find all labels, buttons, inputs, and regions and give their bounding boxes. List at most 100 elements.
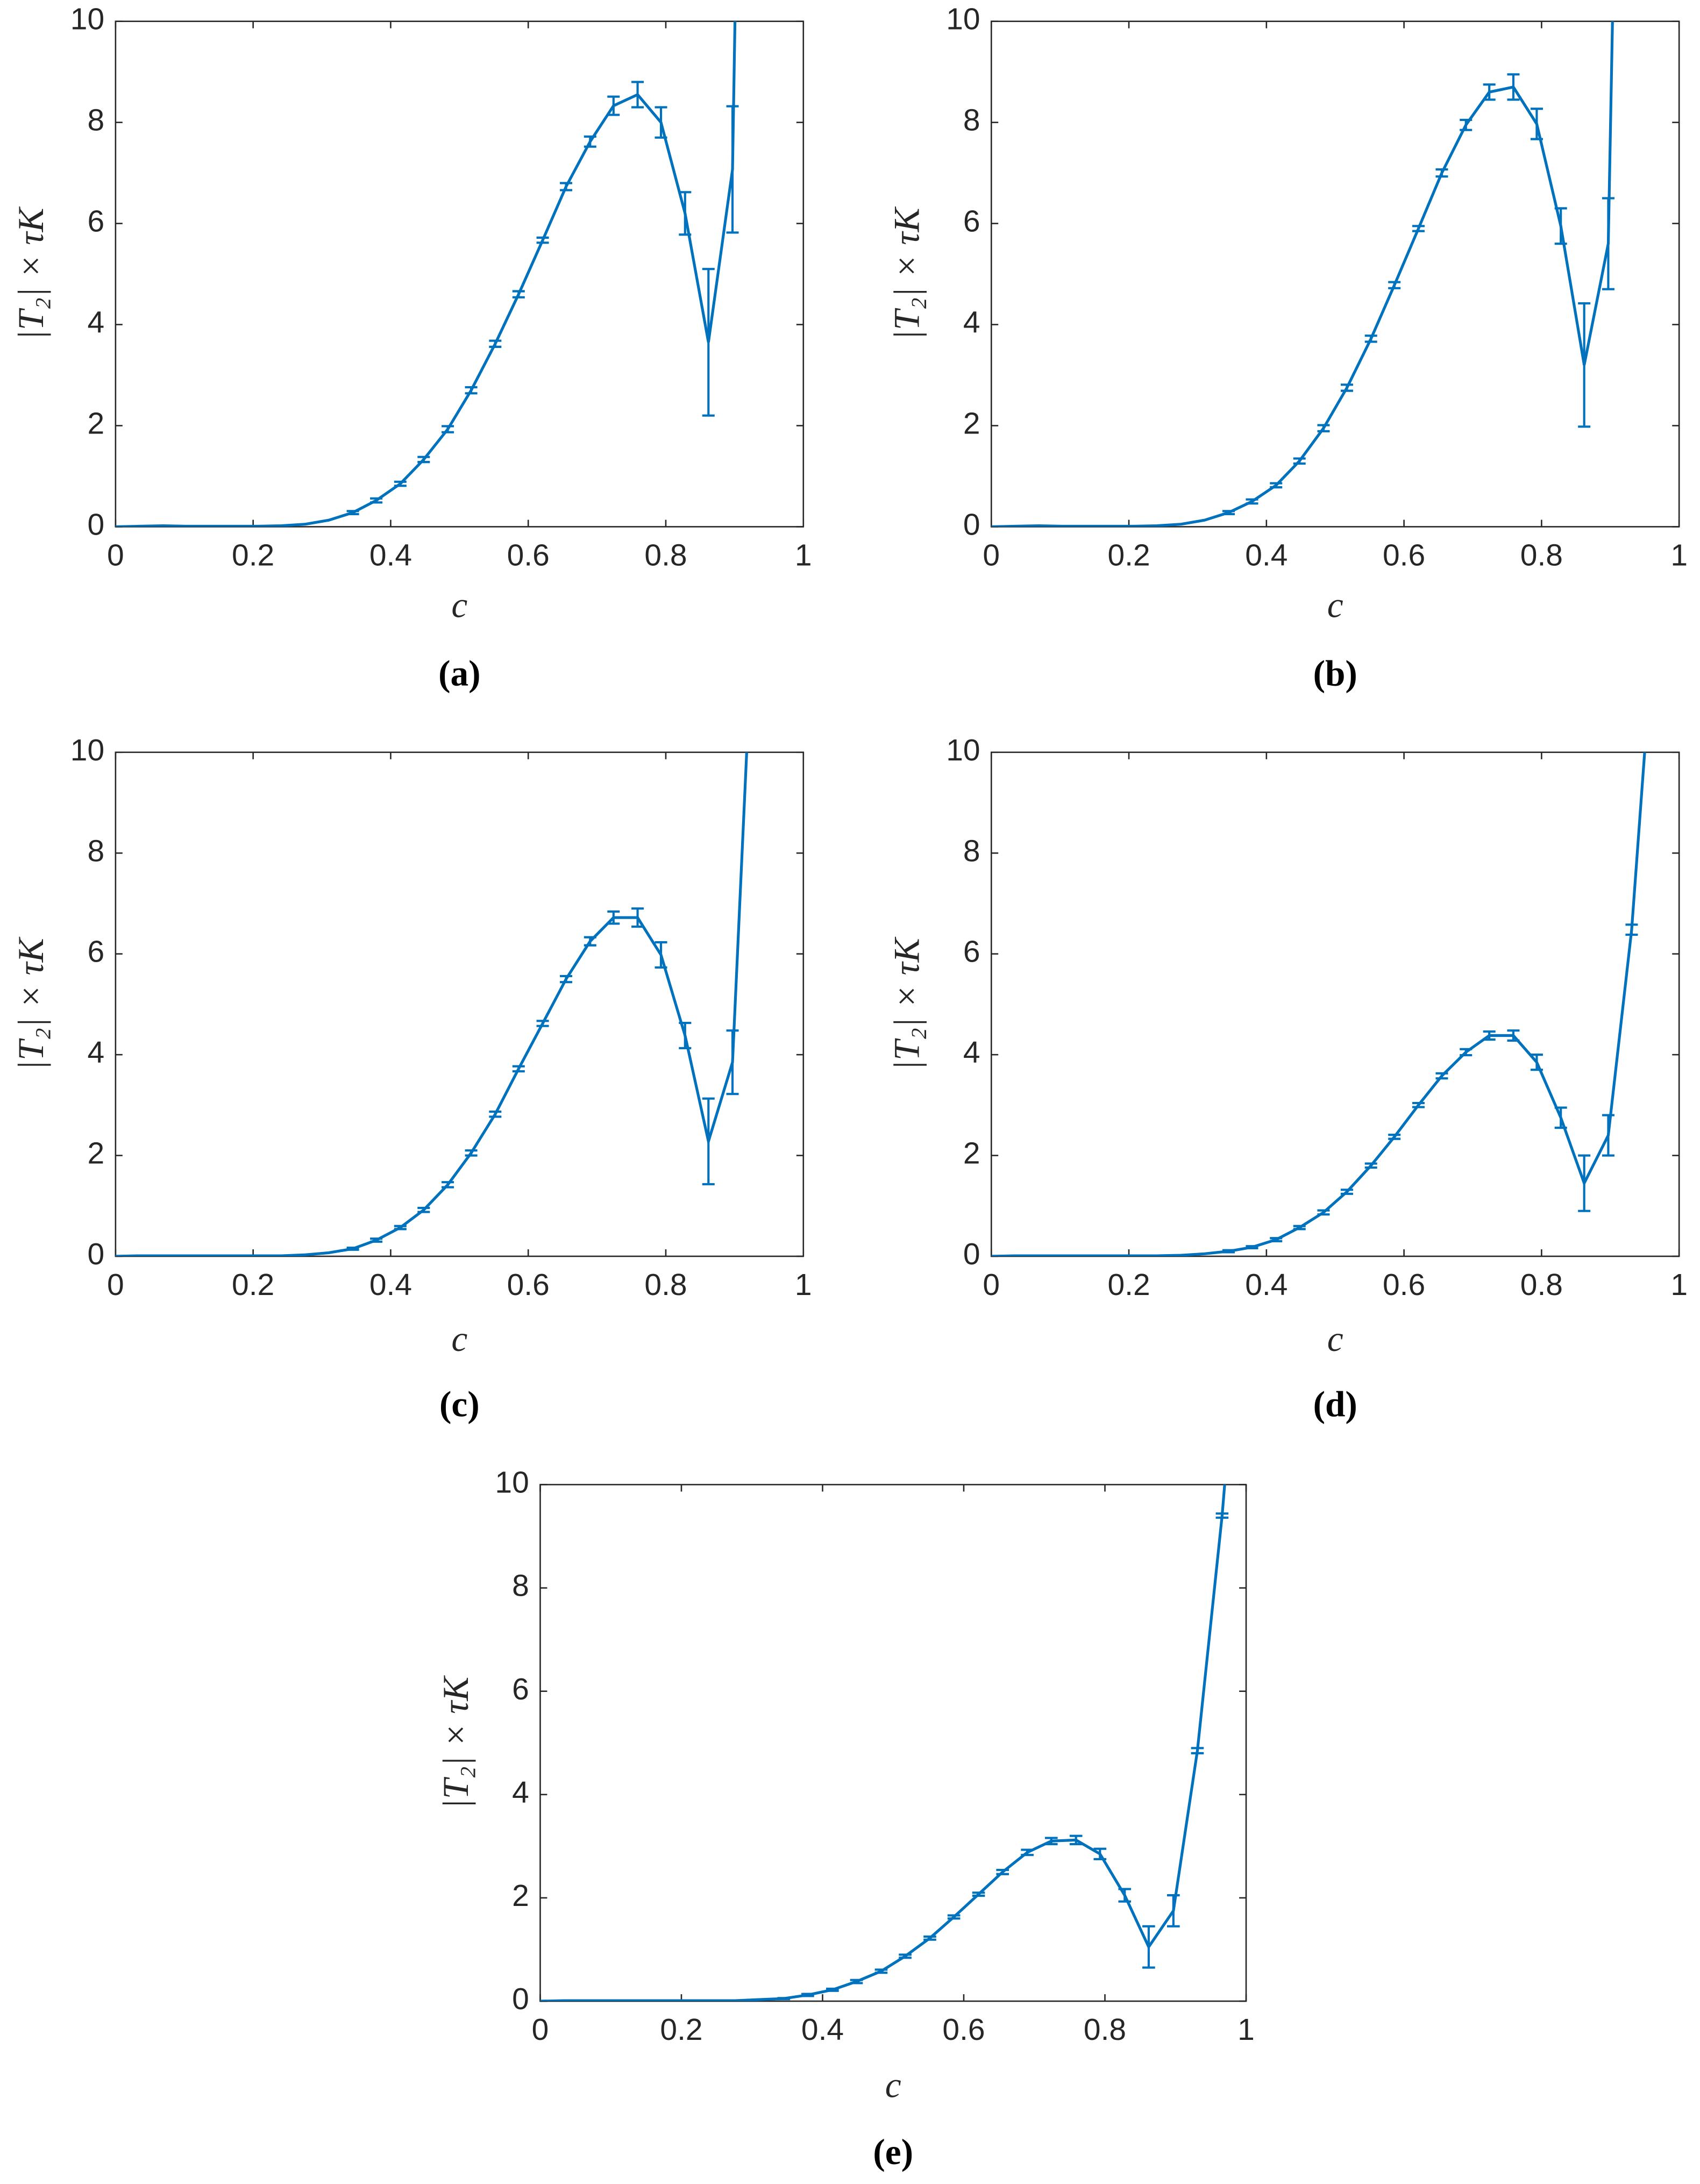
error-bar	[560, 182, 573, 191]
error-bar	[655, 941, 667, 969]
plot-content	[991, 752, 1646, 1256]
error-bar	[584, 135, 596, 148]
error-bar	[442, 425, 454, 433]
x-tick-label: 0	[983, 538, 1000, 572]
error-bar	[702, 268, 715, 417]
error-bar	[584, 936, 596, 947]
error-bar	[1578, 1154, 1591, 1212]
error-bar	[1167, 1894, 1180, 1927]
error-bar	[394, 480, 407, 487]
plot-area	[540, 1484, 1247, 2002]
error-bar	[679, 1022, 692, 1050]
y-tick-label: 0	[963, 507, 980, 542]
y-tick-label: 2	[512, 1879, 529, 1913]
error-bar	[1222, 510, 1235, 515]
x-tick-label: 0.6	[1383, 1268, 1425, 1302]
y-tick-label: 2	[963, 1136, 980, 1171]
error-bar	[512, 1065, 525, 1073]
y-tick-label: 2	[87, 407, 104, 441]
error-bar	[1142, 1925, 1155, 1969]
axes-box	[990, 751, 1680, 1257]
error-bar	[489, 339, 502, 348]
x-axis-label: c	[885, 2065, 901, 2105]
error-bar	[1317, 424, 1330, 432]
y-tick-label: 6	[512, 1672, 529, 1706]
x-tick-label: 0.4	[1245, 538, 1288, 572]
plot-area	[115, 752, 803, 1256]
error-bar	[826, 1987, 839, 1992]
error-bar	[1554, 1106, 1567, 1129]
error-bar	[536, 1020, 549, 1027]
x-tick-label: 0.6	[942, 2012, 985, 2047]
data-line	[991, 21, 1614, 527]
y-tick-label: 10	[495, 1466, 529, 1500]
axes-box	[115, 751, 805, 1257]
x-tick-label: 0.2	[232, 538, 274, 572]
x-tick-label: 0.2	[232, 1268, 274, 1302]
error-bar	[1293, 457, 1306, 465]
error-bar	[370, 497, 383, 504]
y-tick-label: 2	[87, 1136, 104, 1171]
x-tick-label: 0.4	[1245, 1268, 1288, 1302]
error-bar	[1435, 1072, 1448, 1080]
plot-content	[115, 21, 739, 527]
y-tick-label: 10	[946, 2, 980, 37]
x-tick-label: 0.4	[369, 538, 412, 572]
error-bar	[1270, 1237, 1283, 1242]
x-tick-label: 0	[107, 1268, 124, 1302]
plot-content	[991, 21, 1614, 527]
y-tick-label: 10	[70, 733, 104, 767]
error-bar	[1483, 83, 1496, 101]
x-tick-label: 0.6	[1383, 538, 1425, 572]
error-bar	[1364, 1162, 1377, 1169]
error-bar	[850, 1979, 863, 1984]
error-bar	[1044, 1837, 1058, 1846]
y-tick-label: 8	[87, 834, 104, 868]
error-bar	[874, 1968, 888, 1974]
error-bar	[1602, 1114, 1614, 1157]
x-tick-label: 0.8	[644, 538, 687, 572]
error-bar	[1412, 225, 1425, 232]
error-bar	[560, 974, 573, 984]
x-tick-label: 0.2	[1107, 538, 1150, 572]
error-bar	[1340, 383, 1353, 392]
x-tick-label: 0.2	[660, 2012, 702, 2047]
y-tick-label: 0	[512, 1982, 529, 2016]
x-tick-label: 1	[1670, 538, 1688, 572]
error-bar	[1554, 207, 1567, 245]
y-tick-label: 2	[963, 407, 980, 441]
error-bar	[1364, 335, 1377, 343]
panel-caption: (c)	[439, 1384, 480, 1425]
axes-box	[539, 1484, 1247, 2002]
error-bar	[1530, 108, 1543, 140]
error-bar	[702, 1097, 715, 1186]
error-bar	[512, 290, 525, 298]
error-bar	[465, 1149, 478, 1157]
error-bar	[1222, 1249, 1235, 1254]
x-tick-label: 0	[983, 1268, 1000, 1302]
error-bar	[1215, 1512, 1229, 1519]
error-bar	[1435, 168, 1448, 178]
x-tick-label: 0.6	[507, 538, 550, 572]
x-tick-label: 0.4	[801, 2012, 844, 2047]
error-bar	[1507, 73, 1520, 101]
error-bar	[899, 1953, 912, 1959]
error-bar	[1388, 281, 1401, 289]
x-tick-label: 1	[1670, 1268, 1688, 1302]
error-bar	[947, 1914, 961, 1920]
x-tick-label: 0.8	[1520, 538, 1563, 572]
y-tick-label: 8	[512, 1569, 529, 1603]
error-bar	[1578, 302, 1591, 428]
axes-box	[990, 20, 1680, 528]
y-axis-label: |T₂| × τK	[11, 207, 51, 340]
error-bar	[346, 1246, 359, 1251]
error-bar	[679, 191, 692, 236]
panel-caption: (a)	[438, 653, 480, 693]
y-axis-label: |T₂| × τK	[436, 1675, 476, 1809]
plot-area	[991, 752, 1680, 1256]
plot-area	[115, 21, 803, 527]
error-bar	[972, 1891, 985, 1897]
